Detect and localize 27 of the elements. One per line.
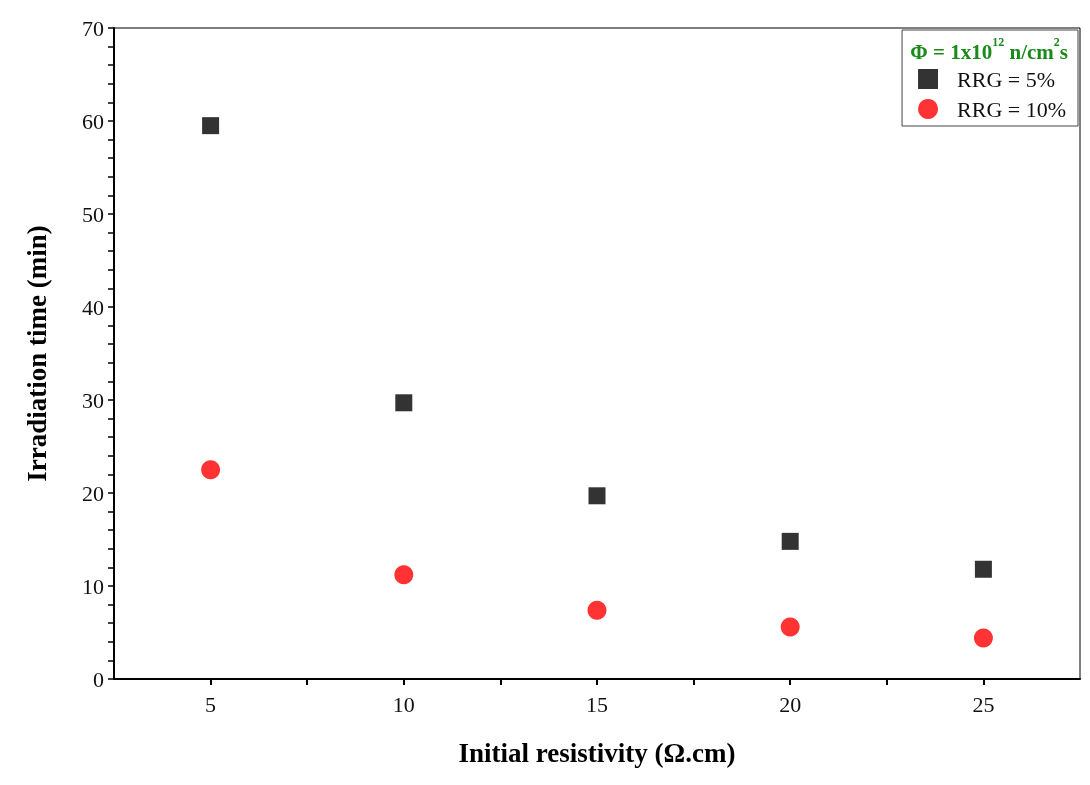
x-tick-label: 20 (779, 691, 802, 717)
y-tick-label: 70 (82, 15, 104, 41)
point (587, 600, 607, 620)
legend-label: RRG = 5% (957, 66, 1055, 92)
point (395, 394, 413, 412)
y-tick-label: 60 (82, 108, 104, 134)
y-tick-label: 40 (82, 294, 104, 320)
legend-label: RRG = 10% (957, 96, 1066, 122)
y-tick-label: 50 (82, 201, 104, 227)
point (781, 532, 799, 550)
y-tick-label: 10 (82, 573, 104, 599)
point (974, 560, 992, 578)
x-tick-label: 25 (972, 691, 995, 717)
point (394, 565, 414, 585)
x-tick-label: 10 (392, 691, 415, 717)
x-tick-label: 5 (205, 691, 217, 717)
y-tick-label: 30 (82, 387, 104, 413)
point (780, 617, 800, 637)
x-axis-title: Initial resistivity (Ω.cm) (458, 737, 736, 768)
y-tick-label: 20 (82, 480, 104, 506)
point (588, 487, 606, 505)
y-axis-title: Irradiation time (min) (21, 225, 52, 482)
point (973, 628, 993, 648)
x-tick-label: 15 (586, 691, 608, 717)
y-tick-label: 0 (93, 666, 104, 692)
point (201, 460, 221, 480)
point (202, 117, 220, 135)
